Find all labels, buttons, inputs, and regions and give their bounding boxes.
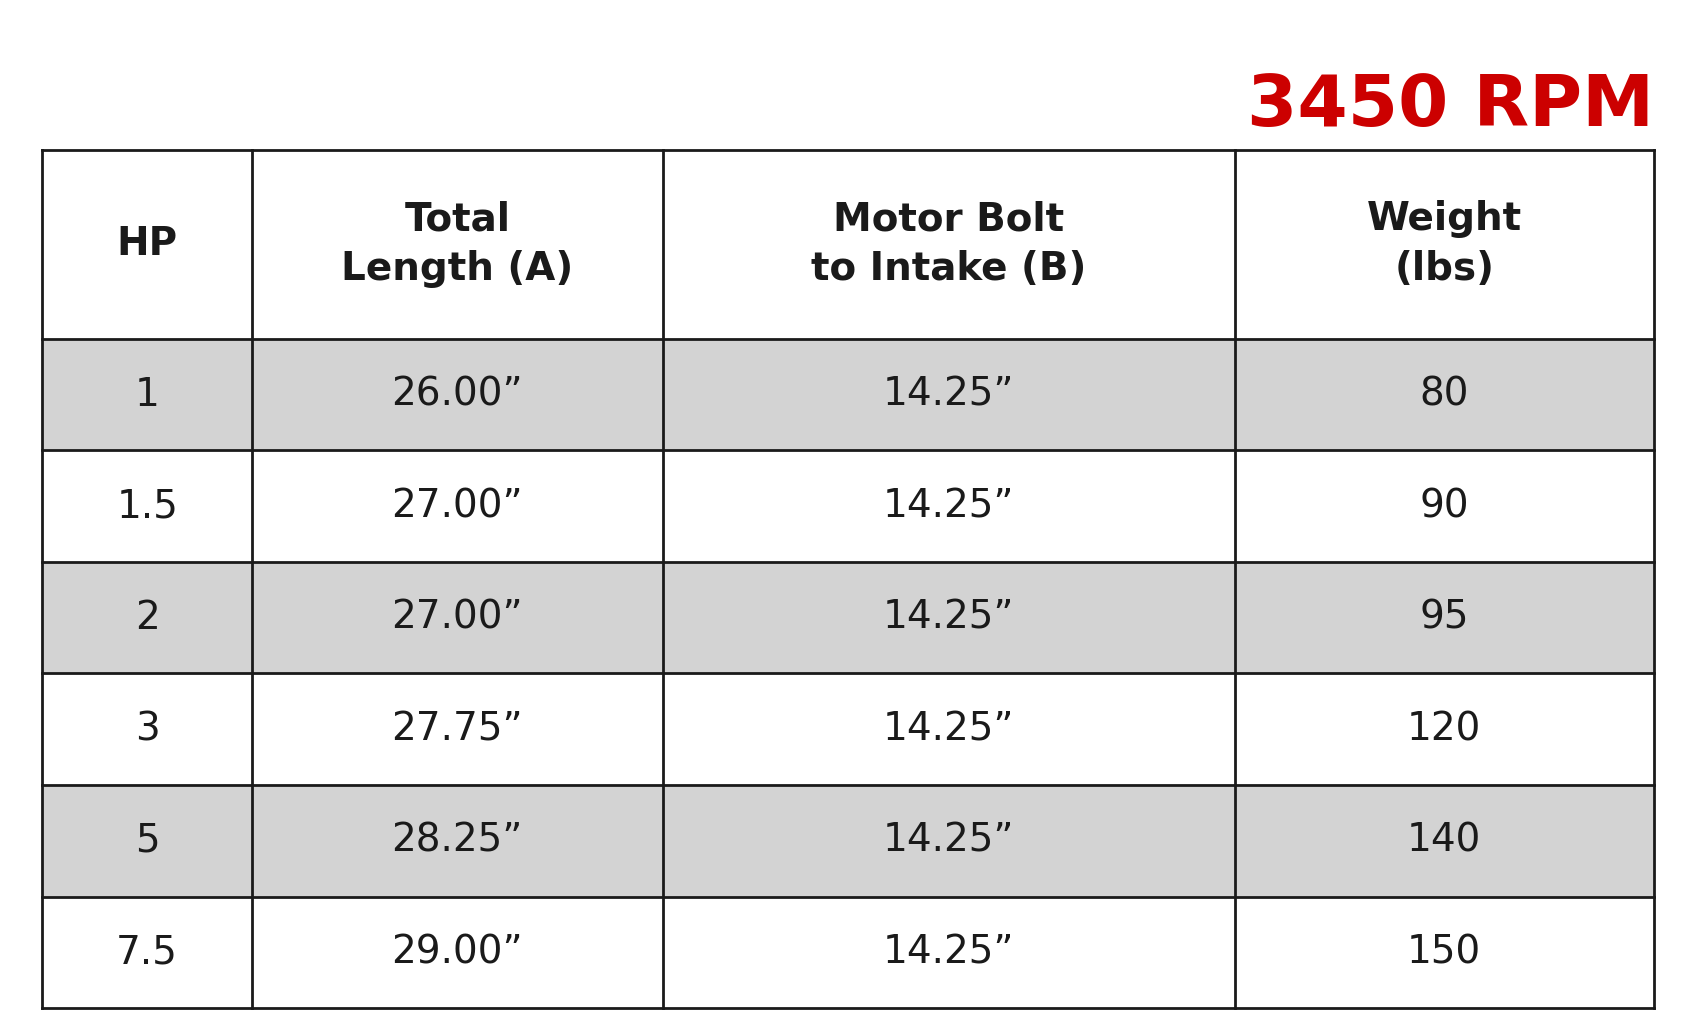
Text: 3: 3 (134, 710, 159, 749)
Text: 90: 90 (1420, 487, 1469, 525)
Text: 14.25”: 14.25” (884, 822, 1014, 860)
Text: 1.5: 1.5 (117, 487, 178, 525)
Text: 27.00”: 27.00” (392, 599, 522, 637)
Text: 80: 80 (1420, 375, 1469, 414)
Text: 28.25”: 28.25” (392, 822, 522, 860)
Text: 27.75”: 27.75” (392, 710, 522, 749)
Bar (663, 150, 1235, 339)
Text: 29.00”: 29.00” (392, 934, 522, 971)
Text: 150: 150 (1408, 934, 1481, 971)
Text: Total
Length (A): Total Length (A) (341, 201, 573, 288)
Bar (42, 339, 1654, 451)
Text: 14.25”: 14.25” (884, 934, 1014, 971)
Text: HP: HP (117, 225, 178, 264)
Text: 2: 2 (134, 599, 159, 637)
Bar (42, 673, 1654, 785)
Bar (1235, 150, 1654, 339)
Text: 14.25”: 14.25” (884, 375, 1014, 414)
Text: 14.25”: 14.25” (884, 710, 1014, 749)
Bar (42, 785, 1654, 896)
Text: Motor Bolt
to Intake (B): Motor Bolt to Intake (B) (811, 201, 1087, 288)
Text: 26.00”: 26.00” (392, 375, 522, 414)
Text: 27.00”: 27.00” (392, 487, 522, 525)
Text: 1: 1 (134, 375, 159, 414)
Bar (42, 561, 1654, 673)
Text: 14.25”: 14.25” (884, 599, 1014, 637)
Text: Weight
(lbs): Weight (lbs) (1367, 201, 1521, 288)
Bar (42, 150, 251, 339)
Text: 5: 5 (134, 822, 159, 860)
Text: 7.5: 7.5 (117, 934, 178, 971)
Text: 95: 95 (1420, 599, 1469, 637)
Bar (251, 150, 663, 339)
Text: 120: 120 (1408, 710, 1481, 749)
Text: 14.25”: 14.25” (884, 487, 1014, 525)
Text: 140: 140 (1408, 822, 1481, 860)
Bar (42, 451, 1654, 561)
Text: 3450 RPM: 3450 RPM (1247, 72, 1654, 142)
Bar (42, 896, 1654, 1008)
